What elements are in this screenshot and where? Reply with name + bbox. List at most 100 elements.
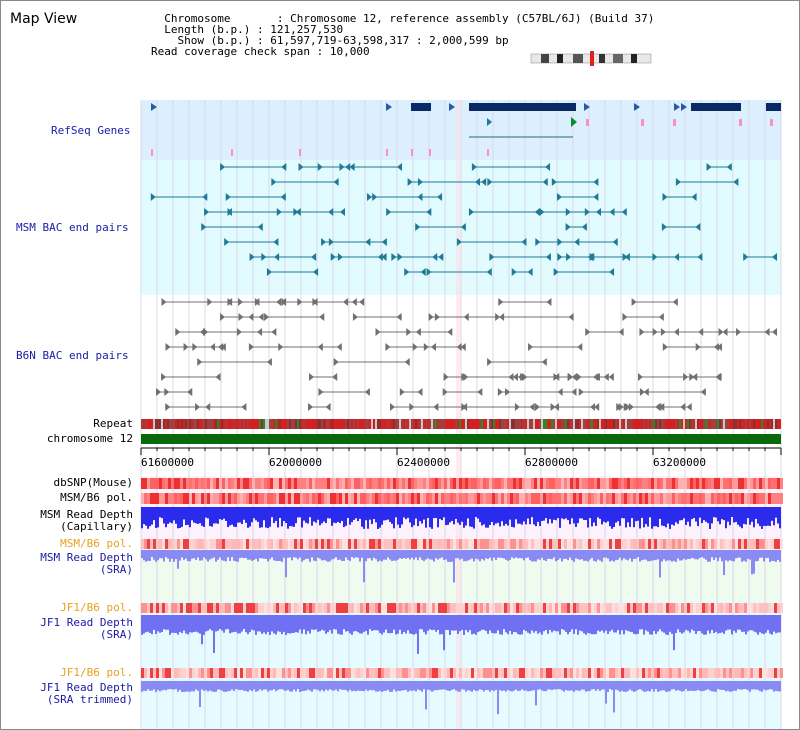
heat-cell: [147, 603, 150, 613]
heat-cell: [579, 539, 582, 549]
depth-bar: [763, 681, 765, 690]
depth-bar: [481, 681, 483, 691]
repeat-segment: [563, 419, 565, 429]
heat-cell: [174, 668, 177, 678]
track-label-b6n-bac[interactable]: B6N BAC end pairs: [16, 349, 129, 362]
depth-bar: [339, 615, 341, 635]
heat-cell: [234, 478, 237, 489]
heat-cell: [711, 668, 714, 678]
heat-cell: [756, 478, 759, 489]
depth-bar: [683, 615, 685, 633]
heat-cell: [666, 493, 669, 504]
heat-cell: [441, 668, 444, 678]
depth-bar: [343, 615, 345, 630]
heat-cell: [489, 478, 492, 489]
depth-bar: [309, 550, 311, 562]
msm-bac-end-arrow: [201, 223, 207, 231]
repeat-segment: [251, 419, 253, 429]
depth-bar: [375, 615, 377, 631]
depth-bar: [567, 507, 569, 521]
depth-bar: [191, 507, 193, 521]
gene-arrow: [584, 103, 590, 111]
heat-cell: [702, 603, 705, 613]
heat-cell: [366, 493, 369, 504]
heat-cell: [219, 603, 222, 613]
depth-bar: [173, 550, 175, 562]
depth-bar: [525, 615, 527, 632]
heat-cell: [354, 539, 357, 549]
heat-cell: [705, 539, 708, 549]
depth-bar: [151, 615, 153, 635]
heat-cell: [393, 478, 396, 489]
heat-cell: [282, 603, 285, 613]
heat-cell: [624, 478, 627, 489]
depth-bar: [391, 550, 393, 562]
depth-bar: [157, 550, 159, 561]
msm-bac-end-arrow: [527, 268, 533, 276]
depth-bar: [249, 681, 251, 691]
repeat-segment: [247, 419, 249, 429]
depth-bar: [627, 615, 629, 632]
depth-bar: [403, 550, 405, 558]
depth-bar: [257, 507, 259, 522]
depth-bar: [189, 681, 191, 692]
depth-bar: [515, 550, 517, 558]
depth-bar: [335, 550, 337, 558]
heat-cell: [288, 493, 291, 504]
heat-cell: [282, 668, 285, 678]
depth-bar: [533, 615, 535, 633]
msm-bac-end-arrow: [340, 208, 346, 216]
repeat-segment: [383, 419, 385, 429]
heat-cell: [585, 668, 588, 678]
heat-cell: [651, 668, 654, 678]
heat-cell: [735, 668, 738, 678]
heat-cell: [639, 668, 642, 678]
track-label-refseq[interactable]: RefSeq Genes: [51, 124, 131, 137]
b6n-bac-end-arrow: [618, 403, 624, 411]
heat-cell: [396, 668, 399, 678]
depth-bar: [355, 507, 357, 519]
depth-bar: [759, 507, 761, 527]
b6n-bac-end-arrow: [672, 298, 678, 306]
heat-cell: [390, 478, 393, 489]
repeat-segment: [213, 419, 215, 429]
heat-cell: [252, 493, 255, 504]
heat-cell: [486, 668, 489, 678]
heat-cell: [363, 539, 366, 549]
depth-bar: [549, 681, 551, 690]
depth-bar: [675, 550, 677, 562]
depth-bar: [637, 681, 639, 690]
depth-bar: [665, 681, 667, 692]
depth-bar: [365, 615, 367, 631]
heat-cell: [447, 668, 450, 678]
msm-bac-end-arrow: [397, 163, 403, 171]
repeat-segment: [553, 419, 555, 429]
depth-bar: [587, 615, 589, 633]
heat-cell: [645, 478, 648, 489]
heat-cell: [504, 478, 507, 489]
repeat-segment: [293, 419, 295, 429]
chromosome-ideogram[interactable]: [530, 51, 652, 66]
depth-bar: [679, 681, 681, 691]
depth-bar: [659, 615, 661, 630]
depth-bar: [503, 681, 505, 691]
heat-cell: [483, 478, 486, 489]
repeat-segment: [385, 419, 387, 429]
axis-ticks: [140, 448, 782, 455]
depth-bar: [501, 615, 503, 635]
depth-bar: [685, 507, 687, 525]
heat-cell: [444, 478, 447, 489]
depth-bar: [687, 507, 689, 522]
msm-bac-end-arrow: [415, 223, 421, 231]
repeat-segment: [755, 419, 757, 429]
heat-cell: [522, 539, 525, 549]
depth-bar: [159, 681, 161, 692]
heat-cell: [699, 478, 702, 489]
track-label-msm-bac[interactable]: MSM BAC end pairs: [16, 221, 129, 234]
depth-bar: [577, 550, 579, 560]
heat-cell: [171, 668, 174, 678]
heat-cell: [690, 493, 693, 504]
heat-cell: [690, 478, 693, 489]
depth-bar: [477, 681, 479, 691]
